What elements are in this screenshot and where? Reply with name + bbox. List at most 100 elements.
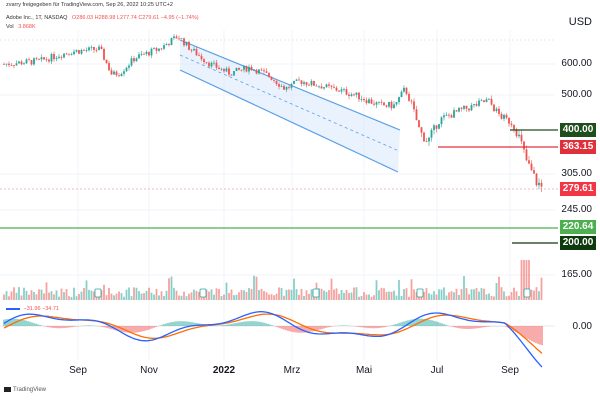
candle xyxy=(488,97,490,100)
volume-bar xyxy=(68,296,70,300)
candle xyxy=(405,87,408,96)
volume-bar xyxy=(453,292,455,300)
candle xyxy=(108,60,110,72)
channel-fill xyxy=(180,40,400,172)
candle-body xyxy=(178,38,180,40)
candle-body xyxy=(170,38,173,46)
macd-hist-bar xyxy=(433,320,435,326)
candle xyxy=(60,55,63,61)
candle-body xyxy=(510,123,513,125)
candle xyxy=(478,97,480,108)
macd-hist-bar xyxy=(67,326,69,328)
volume-bar xyxy=(248,288,250,300)
macd-hist-bar xyxy=(35,323,37,326)
macd-hist-bar xyxy=(435,321,437,326)
candle-body xyxy=(390,101,393,109)
macd-hist-bar xyxy=(485,326,487,328)
volume-bar xyxy=(455,288,458,300)
earnings-marker-icon-3 xyxy=(416,288,424,298)
candle xyxy=(520,130,523,145)
macd-hist-bar xyxy=(295,326,297,333)
volume-bar xyxy=(125,289,128,300)
candle-body xyxy=(418,120,420,128)
macd-values: −31.96 −34.71 xyxy=(6,306,59,312)
macd-hist-bar xyxy=(163,324,165,326)
candle xyxy=(35,56,38,61)
volume-bar xyxy=(478,291,480,300)
candle xyxy=(178,35,180,41)
macd-hist-bar xyxy=(371,326,373,329)
macd-hist-bar xyxy=(253,321,255,326)
macd-hist-bar xyxy=(243,321,245,326)
volume-bar xyxy=(18,287,20,300)
candle-body xyxy=(125,67,128,72)
candle-body xyxy=(455,110,458,112)
candle-body xyxy=(490,98,493,105)
candle xyxy=(5,63,8,67)
volume-bar xyxy=(333,289,335,300)
macd-hist-bar xyxy=(539,326,541,345)
level-badge-220: 220.64 xyxy=(560,220,596,234)
candle-body xyxy=(295,79,298,81)
candle-body xyxy=(290,83,293,88)
candle-body xyxy=(53,53,55,60)
candle xyxy=(105,59,108,65)
candle-body xyxy=(318,86,320,88)
x-label-sep-2: Sep xyxy=(501,365,519,376)
candle xyxy=(388,101,390,109)
candle-body xyxy=(465,105,468,109)
macd-hist-bar xyxy=(355,326,357,327)
candle-body xyxy=(25,59,28,64)
candle-body xyxy=(408,93,410,101)
macd-hist-bar xyxy=(475,326,477,329)
macd-hist-bar xyxy=(231,323,233,326)
volume-bar xyxy=(143,293,145,300)
candle-body xyxy=(325,84,328,88)
candle xyxy=(443,112,445,121)
candle xyxy=(470,102,473,112)
candle xyxy=(33,57,35,66)
candle-body xyxy=(288,86,290,88)
macd-hist-bar xyxy=(315,326,317,331)
macd-hist-bar xyxy=(445,324,447,326)
macd-hist-bar xyxy=(179,321,181,326)
candle-body xyxy=(48,59,50,62)
candle-body xyxy=(8,63,10,66)
candle xyxy=(250,64,253,71)
candle xyxy=(445,112,448,117)
candle xyxy=(153,47,155,50)
macd-hist-bar xyxy=(383,326,385,328)
candle xyxy=(23,62,25,65)
candle-body xyxy=(518,134,520,137)
volume-bar xyxy=(290,289,293,300)
macd-hist-bar xyxy=(331,326,333,327)
level-badge-200: 200.00 xyxy=(560,236,596,250)
volume-bar xyxy=(193,289,195,300)
volume-bar xyxy=(175,290,178,300)
candle-body xyxy=(375,102,378,105)
candle-body xyxy=(523,141,525,150)
candle xyxy=(455,109,458,112)
price-candles xyxy=(3,34,543,193)
candle-body xyxy=(243,65,245,70)
volume-bar xyxy=(388,291,390,300)
candle xyxy=(538,178,540,190)
macd-hist-bar xyxy=(427,319,429,326)
macd-hist-bar xyxy=(247,321,249,326)
candle xyxy=(500,111,503,120)
macd-hist-bar xyxy=(29,321,31,326)
volume-bar xyxy=(305,290,308,300)
candle xyxy=(55,55,58,62)
macd-hist-bar xyxy=(269,324,271,326)
volume-bar xyxy=(385,291,388,300)
macd-hist-bar xyxy=(283,326,285,330)
candle xyxy=(355,92,358,98)
candle xyxy=(348,92,350,100)
candle xyxy=(248,64,250,75)
candle-body xyxy=(245,65,248,72)
macd-hist-bar xyxy=(89,325,91,326)
macd-hist-bar xyxy=(135,326,137,333)
volume-bar xyxy=(350,292,353,300)
volume-bar xyxy=(30,290,33,300)
